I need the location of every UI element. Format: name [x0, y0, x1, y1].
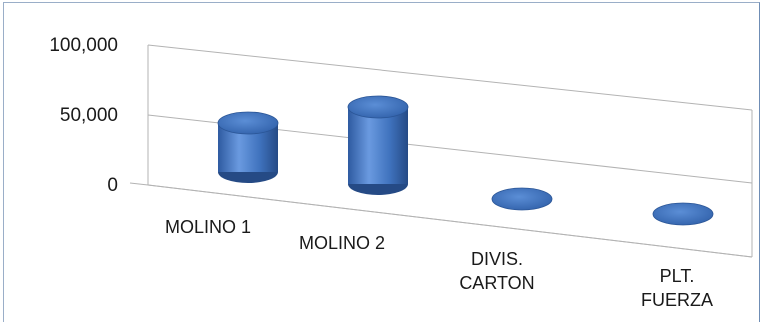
bar-top-cap [652, 202, 714, 226]
bar-cylinder [217, 111, 279, 183]
y-tick-label: 0 [107, 175, 118, 196]
bar-cylinder [652, 202, 714, 226]
chart-frame [3, 2, 760, 322]
y-axis-ticks: 0 50,000 100,000 [49, 35, 118, 196]
bar-top-cap [491, 187, 553, 211]
gridline-base-front [147, 184, 753, 258]
y-tick-label: 50,000 [60, 105, 118, 126]
x-category-label: MOLINO 1 [165, 217, 251, 237]
bar-body [348, 107, 408, 184]
floor-left [129, 182, 149, 186]
x-category-label: MOLINO 2 [299, 233, 385, 253]
gridline-top [147, 44, 753, 111]
bar-cylinder [347, 95, 409, 195]
bar-cylinder [491, 187, 553, 211]
x-axis-labels: MOLINO 1 MOLINO 2 DIVIS. CARTON PLT. FUERZA [165, 217, 713, 310]
y-tick-label: 100,000 [49, 35, 118, 56]
bar-top-cap [217, 111, 279, 135]
x-category-label: PLT. FUERZA [641, 266, 713, 310]
bars-layer [217, 95, 714, 226]
x-category-label: DIVIS. CARTON [459, 249, 534, 293]
bar-top-cap [347, 95, 409, 119]
